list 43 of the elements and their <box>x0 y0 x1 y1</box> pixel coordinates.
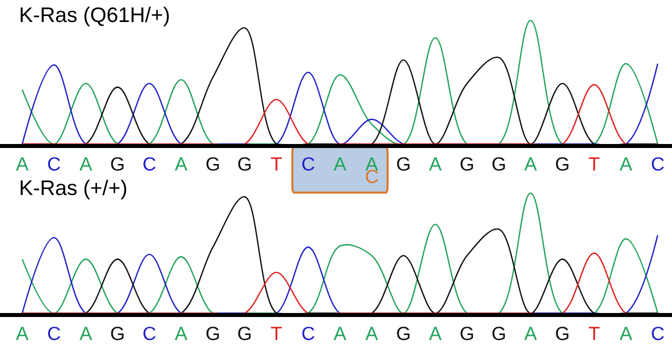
x-tick-label: A <box>365 324 378 345</box>
x-tick-label: C <box>301 324 316 345</box>
x-tick-label: G <box>460 154 474 176</box>
x-tick-label: A <box>524 154 538 176</box>
chart-title: K-Ras (+/+) <box>19 177 128 200</box>
x-tick-label: C <box>301 154 316 176</box>
x-tick-label: A <box>428 154 442 176</box>
x-tick-label: G <box>205 154 220 176</box>
x-tick-label: A <box>334 154 347 176</box>
x-tick-label: T <box>588 154 600 176</box>
x-tick-label: G <box>237 154 252 176</box>
x-tick-label: G <box>491 154 506 176</box>
x-tick-label: G <box>110 324 125 345</box>
x-tick-label: A <box>334 324 347 345</box>
x-tick-label: C <box>142 324 156 345</box>
x-tick-label: C <box>142 154 156 176</box>
x-tick-label: G <box>205 324 220 345</box>
x-tick-label: A <box>428 324 442 345</box>
x-tick-label: C <box>650 324 665 345</box>
x-tick-label: A <box>620 154 633 176</box>
x-tick-label: T <box>588 324 600 345</box>
x-tick-label: C <box>47 324 61 345</box>
x-tick-label: C <box>650 154 665 176</box>
x-tick-label: G <box>554 154 570 176</box>
x-tick-label: G <box>237 324 252 345</box>
x-tick-label: C <box>47 154 61 176</box>
x-tick-label: A <box>79 154 92 176</box>
x-tick-label: G <box>396 154 411 176</box>
x-tick-label: G <box>396 324 411 345</box>
x-tick-label: A <box>79 324 92 345</box>
x-tick-label: G <box>491 324 506 345</box>
x-tick-label: G <box>460 324 474 345</box>
x-tick-label: T <box>270 154 283 176</box>
x-tick-label: A <box>524 324 538 345</box>
x-tick-label: A <box>174 324 188 345</box>
x-tick-label: G <box>554 324 570 345</box>
x-tick-label: A <box>16 154 29 176</box>
x-tick-label: A <box>16 324 29 345</box>
chart-title: K-Ras (Q61H/+) <box>19 4 170 27</box>
x-tick-label: G <box>110 154 125 176</box>
x-tick-label: T <box>270 324 283 345</box>
x-tick-label: A <box>620 324 633 345</box>
x-tick-label: A <box>174 154 188 176</box>
